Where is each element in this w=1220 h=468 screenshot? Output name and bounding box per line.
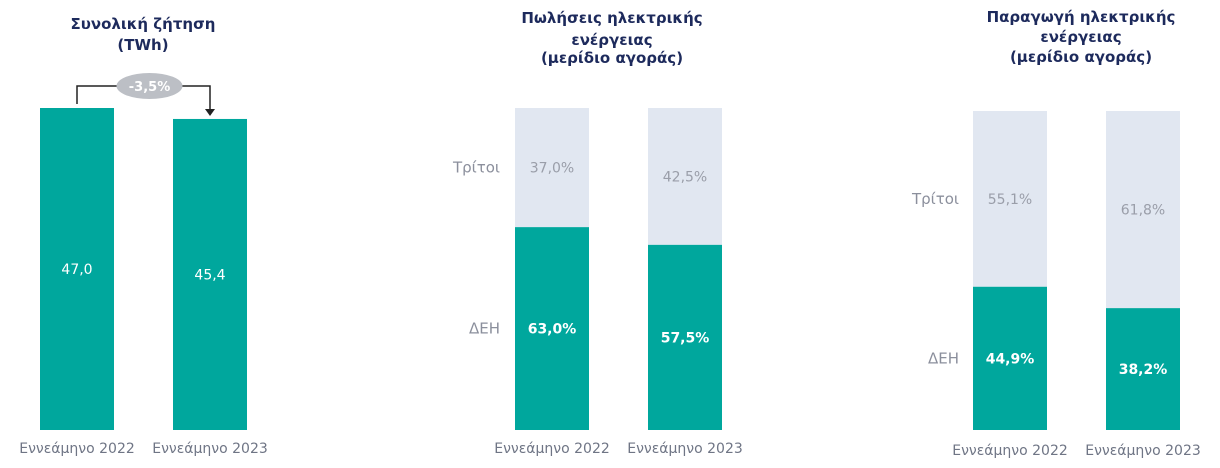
chart2-title-line: ενέργειας	[571, 31, 652, 49]
chart3-third-label: 55,1%	[988, 192, 1032, 208]
chart1-title-line: Συνολική ζήτηση	[71, 15, 216, 33]
chart2-bar-third	[515, 108, 589, 228]
chart3-title-line: Παραγωγή ηλεκτρικής	[987, 8, 1176, 26]
chart2-bar-dei	[648, 244, 722, 430]
chart3-dei-label: 38,2%	[1119, 362, 1168, 378]
chart2-category-label: Εννεάμηνο 2023	[627, 441, 743, 457]
chart3-bar-third	[1106, 111, 1180, 309]
chart3-series-name-dei: ΔΕΗ	[928, 349, 959, 367]
change-arrow-head	[205, 108, 215, 116]
chart2-series-name-third: Τρίτοι	[452, 159, 500, 177]
chart1-category-label: Εννεάμηνο 2022	[19, 441, 135, 457]
chart1-value-label: 45,4	[194, 267, 225, 283]
change-badge	[116, 73, 183, 99]
chart2-title-line: (μερίδιο αγοράς)	[541, 49, 683, 67]
chart1-bar	[40, 108, 114, 430]
chart3-category-label: Εννεάμηνο 2023	[1085, 443, 1201, 459]
chart3-title-line: ενέργειας	[1040, 28, 1121, 46]
chart1-category-label: Εννεάμηνο 2023	[152, 441, 268, 457]
chart2-series-name-dei: ΔΕΗ	[469, 320, 500, 338]
chart1-title-line: (TWh)	[117, 36, 168, 54]
chart2-bar-third	[648, 108, 722, 245]
chart3-title-line: (μερίδιο αγοράς)	[1010, 48, 1152, 66]
change-badge-label: -3,5%	[129, 80, 170, 95]
chart3-bar-dei	[1106, 308, 1180, 430]
chart3-series-name-third: Τρίτοι	[911, 190, 959, 208]
chart3-dei-label: 44,9%	[986, 351, 1035, 367]
chart2-dei-label: 63,0%	[528, 322, 577, 338]
chart1-value-label: 47,0	[61, 262, 92, 278]
chart3-bar-dei	[973, 286, 1047, 430]
chart2-third-label: 37,0%	[530, 161, 574, 177]
chart3-category-label: Εννεάμηνο 2022	[952, 443, 1068, 459]
chart2-third-label: 42,5%	[663, 169, 707, 185]
chart1-bar	[173, 118, 247, 430]
chart2-dei-label: 57,5%	[661, 330, 710, 346]
chart2-category-label: Εννεάμηνο 2022	[494, 441, 610, 457]
chart3-bar-third	[973, 111, 1047, 287]
chart2-bar-dei	[515, 227, 589, 430]
chart2-title-line: Πωλήσεις ηλεκτρικής	[521, 9, 702, 27]
chart3-third-label: 61,8%	[1121, 203, 1165, 219]
